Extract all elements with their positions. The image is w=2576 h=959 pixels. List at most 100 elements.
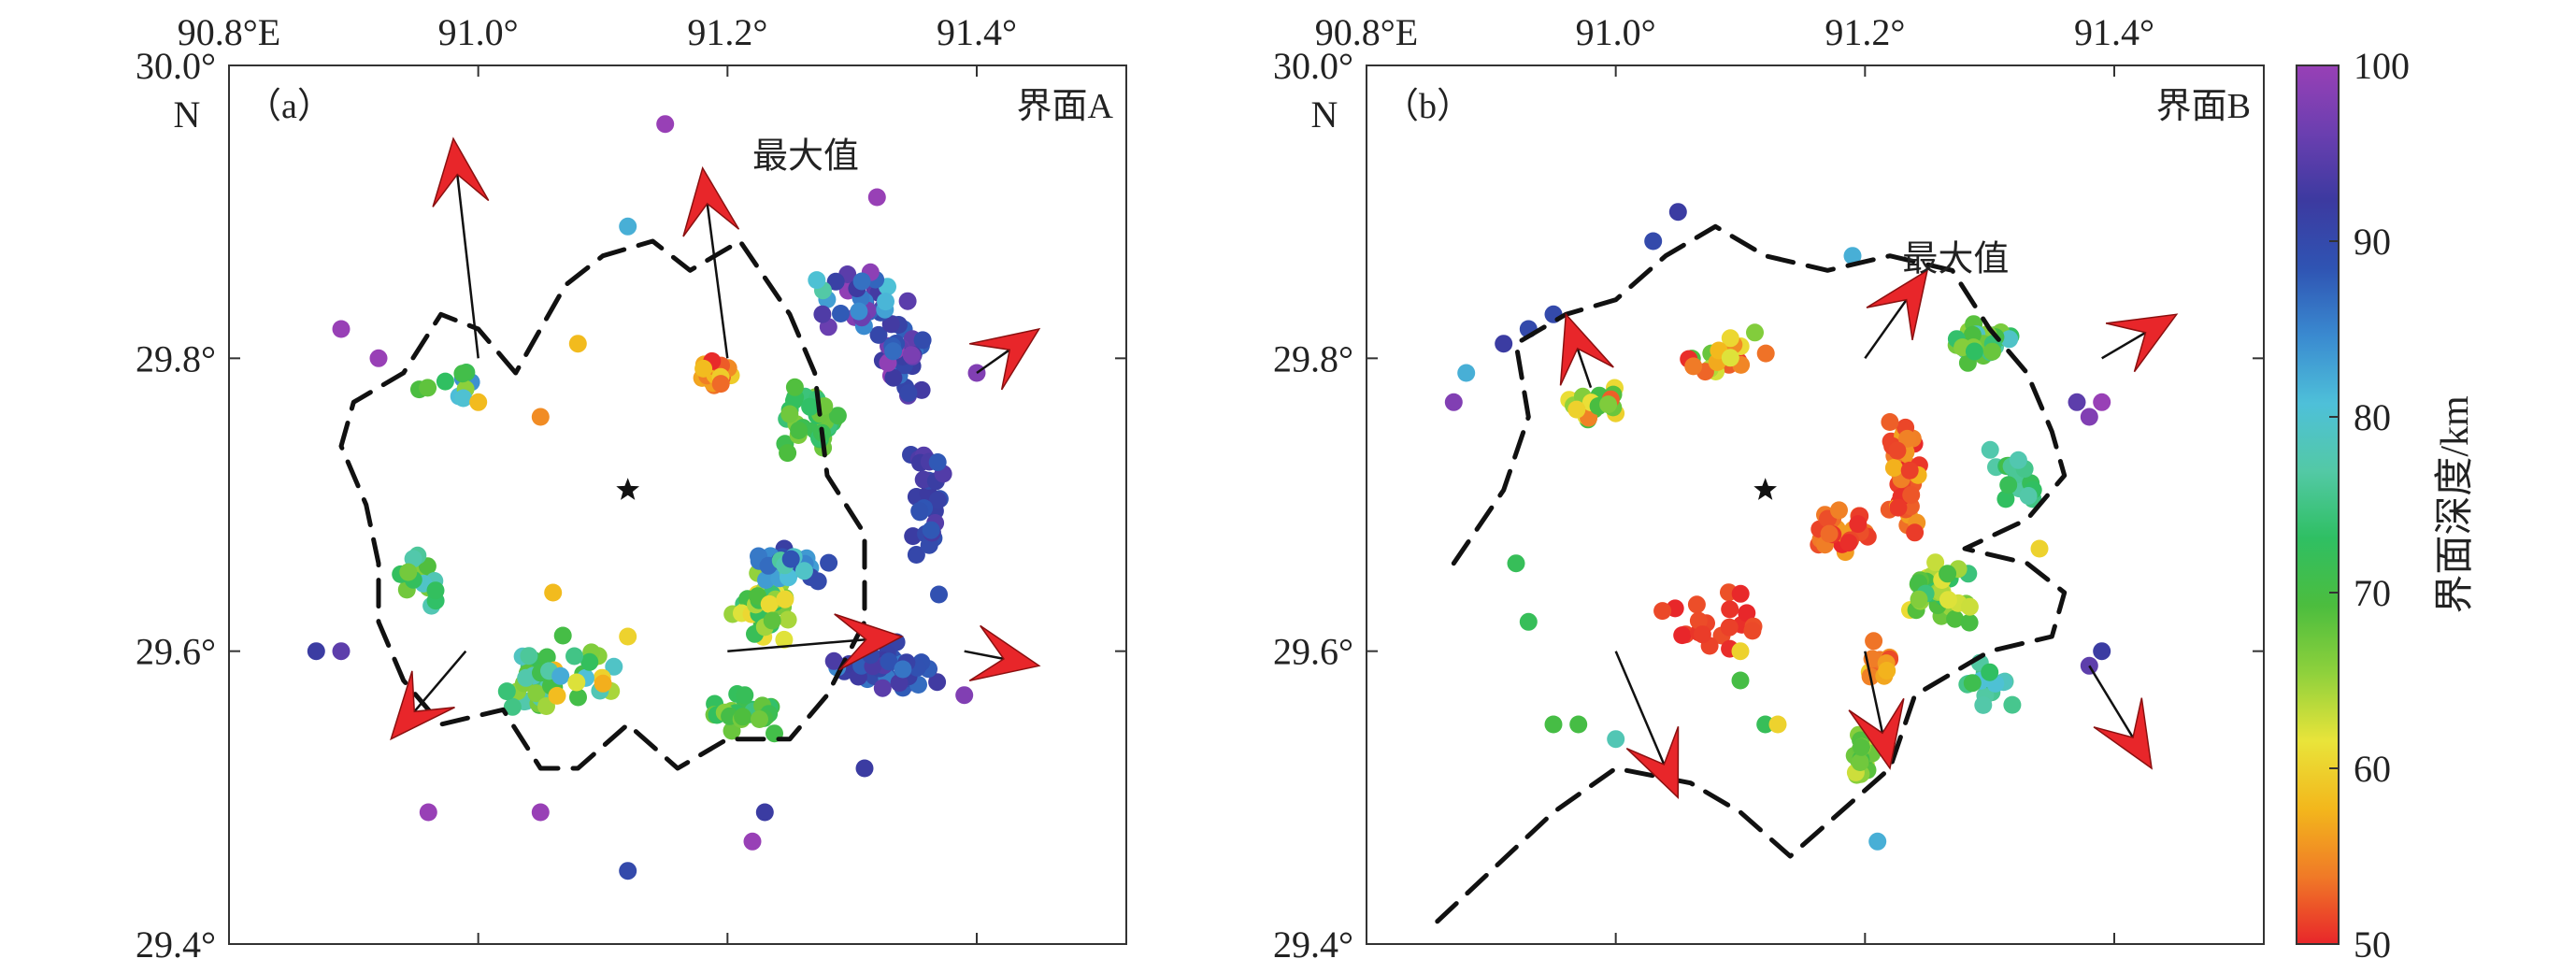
data-point xyxy=(503,697,522,716)
y-tick-label: 30.0° xyxy=(1273,45,1353,87)
data-point xyxy=(808,271,826,290)
data-point xyxy=(656,115,675,134)
data-point xyxy=(1898,429,1916,448)
data-point xyxy=(779,444,797,463)
data-point xyxy=(2068,393,2086,411)
y-tick-label: 29.4° xyxy=(136,923,216,959)
x-tick-label: 90.8°E xyxy=(178,11,280,53)
data-point xyxy=(794,562,813,580)
data-point xyxy=(828,407,847,425)
data-point xyxy=(619,627,637,646)
data-point xyxy=(1721,349,1739,367)
data-point xyxy=(910,502,929,521)
colorbar-gradient xyxy=(2296,64,2340,945)
arrow-shaft xyxy=(727,637,866,652)
data-point xyxy=(2009,451,2027,469)
data-point xyxy=(2000,330,2019,349)
arrow-head xyxy=(834,613,904,671)
colorbar-tick-label: 100 xyxy=(2354,45,2410,87)
data-point xyxy=(1756,715,1775,734)
data-point xyxy=(1960,597,1979,616)
data-point xyxy=(517,668,536,687)
data-point xyxy=(1607,730,1625,749)
data-point xyxy=(1653,602,1672,621)
y-tick-label: 29.4° xyxy=(1273,923,1353,959)
data-point xyxy=(1519,612,1538,631)
data-point xyxy=(850,302,868,321)
arrow-shaft xyxy=(976,349,1010,375)
data-point xyxy=(734,708,752,726)
data-point xyxy=(1906,523,1925,542)
data-point xyxy=(567,673,586,692)
colorbar: 100 90 80 70 60 50 界面深度/km xyxy=(2296,45,2477,959)
data-point xyxy=(544,583,563,602)
data-point xyxy=(736,686,754,705)
data-point xyxy=(763,611,781,630)
data-point xyxy=(1684,357,1703,376)
data-point xyxy=(1981,663,1999,681)
y-tick-label: 29.6° xyxy=(136,631,216,673)
x-tick-label: 91.2° xyxy=(687,11,767,53)
y-tick-label: 29.6° xyxy=(1273,631,1353,673)
data-point xyxy=(785,392,803,410)
data-point xyxy=(1544,715,1563,734)
data-point xyxy=(1996,490,2015,508)
data-point xyxy=(332,320,351,338)
data-point xyxy=(1981,440,1999,459)
data-point xyxy=(1768,715,1787,734)
data-point xyxy=(497,682,516,701)
data-point xyxy=(1721,600,1739,619)
data-point xyxy=(453,365,472,383)
arrow-head xyxy=(969,327,1041,391)
data-point xyxy=(1900,461,1919,480)
data-point xyxy=(1884,459,1903,477)
data-point xyxy=(1983,342,2001,361)
data-point xyxy=(1495,335,1513,353)
data-point xyxy=(775,630,794,649)
colorbar-tick-label: 60 xyxy=(2354,748,2391,790)
data-point xyxy=(757,571,775,589)
data-point xyxy=(1889,498,1908,517)
data-point xyxy=(2080,408,2098,426)
x-tick-label: 90.8°E xyxy=(1315,11,1418,53)
data-point xyxy=(527,684,546,703)
data-point xyxy=(873,679,892,697)
colorbar-tick-label: 70 xyxy=(2354,572,2391,614)
arrow-shaft xyxy=(1614,651,1666,766)
data-point xyxy=(369,349,388,367)
data-point xyxy=(869,325,888,344)
data-point xyxy=(955,686,974,705)
interface-contour xyxy=(338,238,867,771)
data-point xyxy=(1673,626,1692,645)
data-point xyxy=(1457,364,1476,382)
data-point xyxy=(531,408,550,426)
data-point xyxy=(436,372,454,391)
colorbar-tick-label: 90 xyxy=(2354,221,2391,263)
panel-label: （a） xyxy=(246,87,333,126)
data-point xyxy=(1910,590,1928,608)
data-point xyxy=(930,585,948,604)
plot-area xyxy=(1426,203,2179,932)
data-point xyxy=(1599,395,1618,414)
data-point xyxy=(1746,323,1764,342)
arrow-head xyxy=(432,136,490,208)
data-point xyxy=(1644,232,1663,250)
data-point xyxy=(790,422,809,439)
latitude-unit-label: N xyxy=(174,93,201,136)
data-point xyxy=(894,660,912,679)
arrow-head xyxy=(1625,725,1680,800)
x-tick-label: 91.0° xyxy=(438,11,519,53)
panel-title: 界面A xyxy=(1017,87,1114,126)
data-point xyxy=(1569,715,1588,734)
data-point xyxy=(922,521,940,539)
data-point xyxy=(884,368,903,387)
data-point xyxy=(898,292,917,310)
data-point xyxy=(1853,737,1870,756)
data-point xyxy=(1731,642,1750,661)
arrow-head xyxy=(390,670,455,741)
data-point xyxy=(1689,611,1708,630)
data-point xyxy=(548,686,566,705)
x-tick-label: 91.0° xyxy=(1576,11,1656,53)
y-tick-label: 29.8° xyxy=(136,337,216,379)
data-point xyxy=(1851,753,1869,771)
